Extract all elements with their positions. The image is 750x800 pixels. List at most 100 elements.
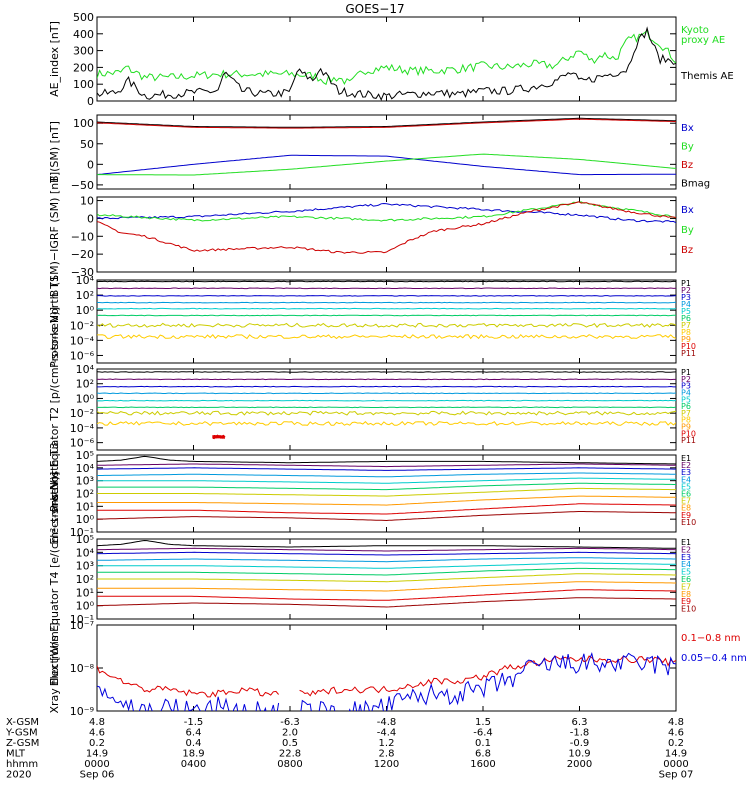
legend-entry: P5	[681, 395, 691, 404]
series-line-e6	[97, 482, 676, 491]
series-line-themis-ae	[97, 26, 676, 101]
ephemeris-value: 6.8	[475, 749, 491, 760]
ephemeris-value: 18.9	[182, 749, 204, 760]
y-tick-label: 10⁰	[76, 304, 95, 317]
panel-2: −30 −20 −10 0 10 B (SM)−IGRF (SM) [nT] Bx By Bz	[48, 172, 694, 297]
panel-0: 0 100 200 300 400 500 AE_index [nT] Kyotoproxy …	[48, 11, 734, 108]
legend-entry: P4	[681, 388, 691, 397]
series-line-p1	[97, 280, 676, 283]
ephemeris-value: 1600	[470, 759, 495, 770]
series-line-e5	[97, 477, 676, 484]
ephemeris-value: 0400	[181, 759, 206, 770]
ephemeris-value: 0.2	[668, 738, 684, 749]
ephemeris-value: 4.6	[668, 728, 684, 739]
legend-entry: 0.1−0.8 nm	[681, 633, 740, 644]
series-line-0-05-0-4-nm	[97, 651, 676, 711]
series-line-0-1-0-8-nm	[97, 655, 676, 698]
series-line-p8	[97, 333, 676, 340]
series-line-p4	[97, 301, 676, 304]
legend-entry: By	[681, 142, 694, 153]
ephemeris-row-label: Z-GSM	[6, 738, 39, 749]
y-tick-label: 10⁴	[76, 462, 95, 475]
legend-entry: P2	[681, 375, 691, 384]
legend-entry: P5	[681, 307, 691, 316]
ephemeris-value: 0.5	[282, 738, 298, 749]
y-tick-label: −50	[71, 179, 94, 192]
y-axis-label: AE_index [nT]	[48, 21, 61, 97]
series-line-bx	[97, 154, 676, 176]
ephemeris-value: 4.8	[668, 717, 684, 728]
legend-entry: E3	[681, 468, 691, 477]
ephemeris-value: 22.8	[279, 749, 301, 760]
y-axis-label: Protons Equator T2 [p/(cm²-s-sr-keV)]	[48, 307, 61, 512]
panel-frame	[96, 196, 677, 273]
y-tick-label: 0	[87, 95, 94, 108]
y-axis-label: Xray flux [W/m²]	[48, 622, 61, 713]
series-line-e4	[97, 557, 676, 563]
legend-entry: Bmag	[681, 179, 710, 190]
legend-entry: P1	[681, 368, 691, 377]
ephemeris-value: -0.9	[570, 738, 590, 749]
y-tick-label: 10⁻²	[70, 319, 94, 332]
series-line-e8	[97, 581, 676, 592]
ephemeris-table: X-GSM 4.8 -1.5 -6.3 -4.8 1.5 6.3 4.8 Y-GSM 4.6 6.4…	[5, 717, 693, 781]
legend-entry: E3	[681, 553, 691, 562]
y-tick-label: 50	[80, 138, 94, 151]
legend-entry: E10	[681, 605, 696, 614]
series-line-p2	[97, 378, 676, 381]
series-line-e9	[97, 589, 676, 601]
series-line-bz	[97, 201, 676, 254]
y-tick-label: 10⁻⁸	[70, 662, 95, 675]
y-tick-label: 500	[73, 11, 94, 24]
chart-title: GOES−17	[345, 2, 404, 16]
legend-entry: proxy AE	[681, 35, 725, 46]
legend-entry: Kyoto	[681, 25, 709, 36]
series-line-p1	[97, 371, 676, 373]
legend-entry: P11	[681, 436, 696, 445]
legend-entry: Themis AE	[680, 71, 734, 82]
y-tick-label: 10⁻¹	[70, 526, 94, 539]
legend-entry: P7	[681, 409, 691, 418]
ephemeris-value: -6.3	[280, 717, 300, 728]
legend-entry: E9	[681, 597, 691, 606]
y-tick-label: 10⁰	[76, 600, 95, 613]
legend-entry: E8	[681, 504, 691, 513]
legend-entry: P7	[681, 321, 691, 330]
series-line-p6	[97, 406, 676, 409]
ephemeris-value: 2.8	[379, 749, 395, 760]
ephemeris-value: 0000	[84, 759, 109, 770]
ephemeris-value: 0800	[277, 759, 302, 770]
legend-entry: E4	[681, 560, 691, 569]
y-tick-label: 10⁻⁶	[70, 437, 95, 450]
ephemeris-value: Sep 06	[80, 770, 115, 781]
ephemeris-value: 0000	[663, 759, 688, 770]
series-line-e2	[97, 547, 676, 552]
series-line-e1	[97, 455, 676, 465]
ephemeris-value: 0.1	[475, 738, 491, 749]
legend-entry: E1	[681, 454, 691, 463]
ephemeris-row-label: MLT	[6, 749, 26, 760]
panel-frame	[96, 368, 677, 451]
legend-entry: E5	[681, 568, 691, 577]
series-line-e5	[97, 562, 676, 569]
y-tick-label: 10	[80, 195, 94, 208]
series-line-p7	[97, 322, 676, 328]
ephemeris-value: 1200	[374, 759, 399, 770]
legend-entry: P10	[681, 342, 696, 351]
y-tick-label: 200	[73, 61, 94, 74]
series-line-bmag	[97, 117, 676, 128]
legend-entry: P8	[681, 416, 691, 425]
legend-entry: P6	[681, 314, 691, 323]
legend-entry: P8	[681, 328, 691, 337]
legend-entry: P10	[681, 429, 696, 438]
y-tick-label: 10⁻⁴	[70, 422, 95, 435]
y-tick-label: 10⁴	[76, 363, 95, 376]
ephemeris-value: -1.5	[184, 717, 204, 728]
ephemeris-value: -4.4	[377, 728, 397, 739]
legend-entry: Bz	[681, 160, 693, 171]
y-axis-label: Electrons Equator T4 [e/(cm²-s-sr-keV)]	[48, 472, 61, 687]
ephemeris-value: 6.3	[572, 717, 588, 728]
